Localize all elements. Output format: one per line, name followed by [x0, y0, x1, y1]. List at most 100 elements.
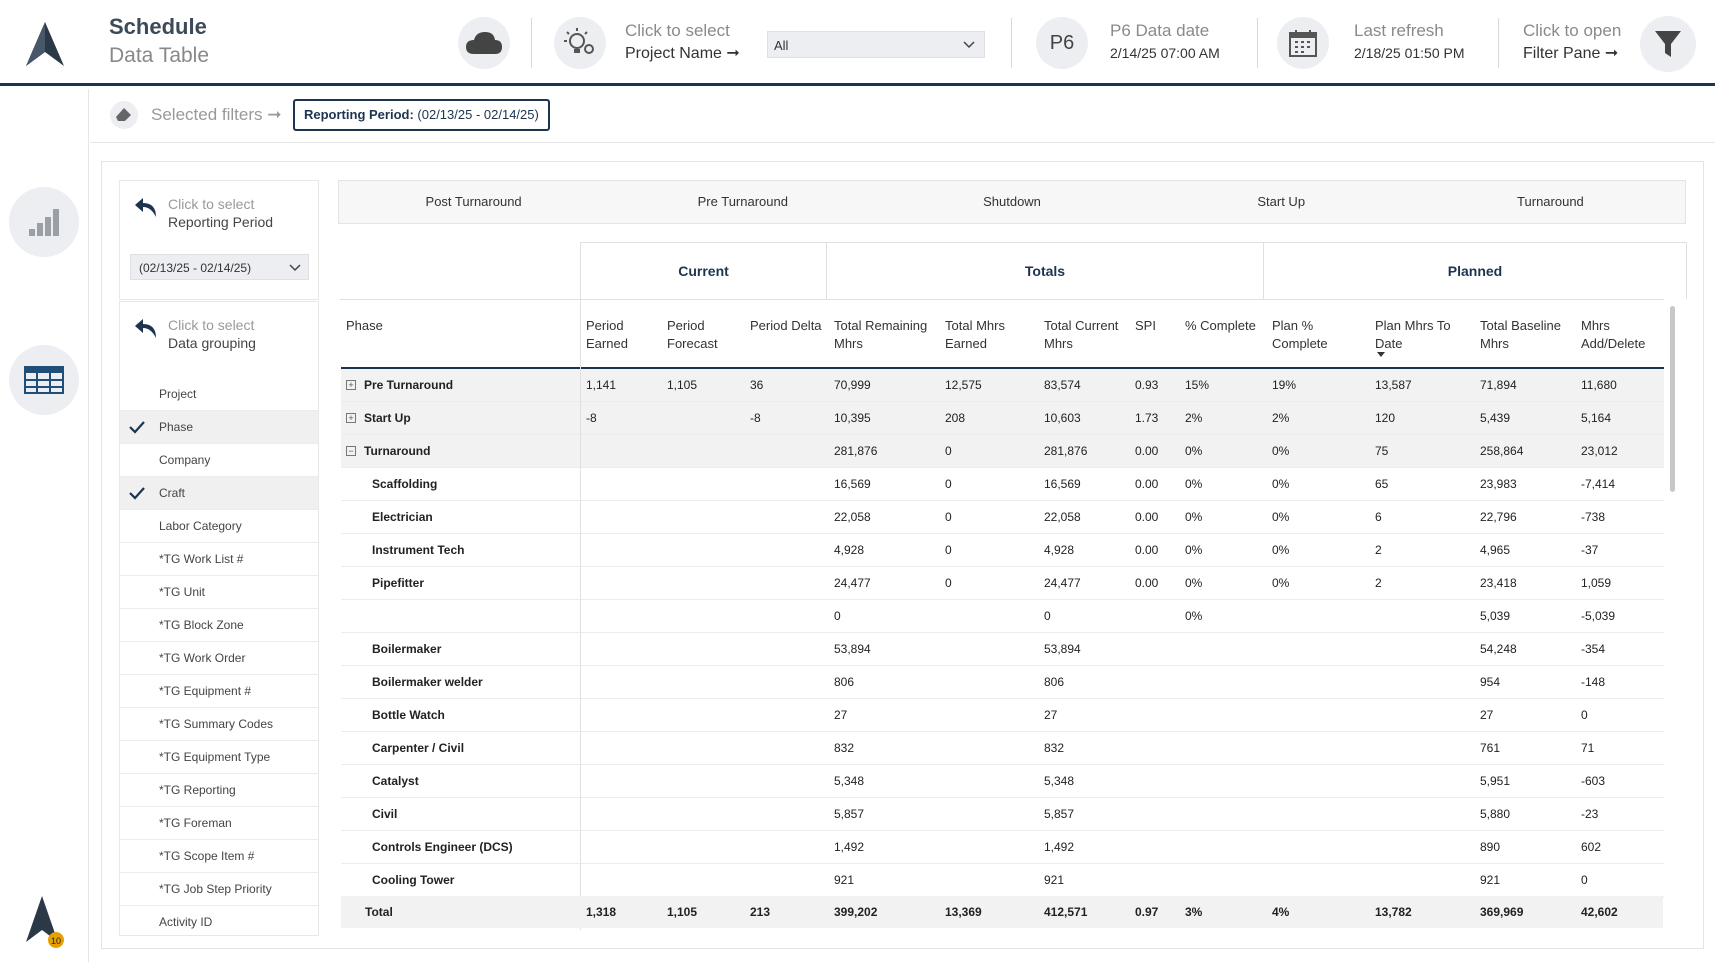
- column-header[interactable]: Plan Mhrs To Date: [1375, 317, 1451, 353]
- table-cell: 0%: [1185, 609, 1203, 623]
- column-header[interactable]: Total Mhrs Earned: [945, 317, 1005, 353]
- grouping-option[interactable]: *TG Block Zone: [120, 609, 318, 642]
- column-header[interactable]: Mhrs Add/Delete: [1581, 317, 1645, 353]
- table-row[interactable]: Boilermaker 53,894 53,894 54,248 -354: [341, 633, 1664, 666]
- grouping-option[interactable]: *TG Work Order: [120, 642, 318, 675]
- table-cell: -8: [750, 411, 761, 425]
- table-row[interactable]: Electrician 22,058 0 22,058 0.00 0% 0% 6 22,796 -…: [341, 501, 1664, 534]
- table-row[interactable]: 0 0 0% 5,039 -5,039: [341, 600, 1664, 633]
- table-group-row[interactable]: + Start Up -8 -8 10,395 208 10,603 1.73 2% 2% 120 5…: [341, 402, 1664, 435]
- group-header-current: Current: [580, 242, 827, 299]
- grouping-option[interactable]: Project: [120, 378, 318, 411]
- collapse-icon[interactable]: −: [346, 446, 356, 456]
- grouping-option-label: *TG Scope Item #: [159, 849, 255, 863]
- grouping-option[interactable]: *TG Scope Item #: [120, 840, 318, 873]
- column-header[interactable]: Plan % Complete: [1272, 317, 1328, 353]
- column-header[interactable]: Total Baseline Mhrs: [1480, 317, 1561, 353]
- tab-pre-turnaround[interactable]: Pre Turnaround: [697, 194, 788, 209]
- clear-filters-button[interactable]: [110, 101, 138, 129]
- grouping-option[interactable]: *TG Work List #: [120, 543, 318, 576]
- grouping-option[interactable]: *TG Job Step Priority: [120, 873, 318, 906]
- table-cell: 53,894: [834, 642, 871, 656]
- table-row[interactable]: Catalyst 5,348 5,348 5,951 -603: [341, 765, 1664, 798]
- project-name-dropdown[interactable]: All: [767, 31, 985, 58]
- filter-pane-button[interactable]: [1640, 16, 1696, 72]
- reporting-period-filter-chip[interactable]: Reporting Period: (02/13/25 - 02/14/25): [293, 99, 550, 131]
- column-header-line: Earned: [945, 336, 987, 351]
- row-label: Boilermaker: [372, 642, 442, 656]
- column-header[interactable]: SPI: [1135, 317, 1156, 335]
- table-cell: 54,248: [1480, 642, 1517, 656]
- table-cell: 13,587: [1375, 378, 1412, 392]
- p6-date-label: P6 Data date: [1110, 21, 1210, 40]
- column-header[interactable]: Total Current Mhrs: [1044, 317, 1118, 353]
- table-row[interactable]: Civil 5,857 5,857 5,880 -23: [341, 798, 1664, 831]
- table-cell: 0%: [1185, 510, 1203, 524]
- tab-turnaround[interactable]: Turnaround: [1517, 194, 1584, 209]
- table-cell: 2: [1375, 576, 1382, 590]
- table-cell: 0: [945, 444, 952, 458]
- group-header-planned: Planned: [1263, 242, 1687, 299]
- tab-post-turnaround[interactable]: Post Turnaround: [425, 194, 522, 209]
- table-cell: 10,395: [834, 411, 871, 425]
- chevron-down-icon: [963, 41, 975, 49]
- total-cell: 0.97: [1135, 905, 1159, 919]
- grouping-option[interactable]: *TG Equipment Type: [120, 741, 318, 774]
- nav-table-button[interactable]: [9, 345, 79, 415]
- table-group-row[interactable]: + Pre Turnaround 1,141 1,105 36 70,999 12,575 8…: [341, 369, 1664, 402]
- table-cell: 4,928: [834, 543, 865, 557]
- table-row[interactable]: Boilermaker welder 806 806 954 -148: [341, 666, 1664, 699]
- filter-label: Filter Pane ➞: [1523, 45, 1619, 62]
- table-cell: 0.93: [1135, 378, 1159, 392]
- reporting-period-dropdown[interactable]: (02/13/25 - 02/14/25): [130, 254, 309, 280]
- column-header[interactable]: Period Delta: [750, 317, 822, 335]
- lightbulb-gear-icon: [564, 28, 594, 54]
- expand-icon[interactable]: +: [346, 380, 356, 390]
- grouping-option[interactable]: Craft: [120, 477, 318, 510]
- row-label: Boilermaker welder: [372, 675, 483, 689]
- cloud-button[interactable]: [458, 17, 510, 69]
- grouping-option[interactable]: *TG Reporting: [120, 774, 318, 807]
- data-grouping-header[interactable]: Click to select Data grouping: [134, 316, 256, 352]
- table-cell: 0: [1581, 873, 1588, 887]
- table-row[interactable]: Carpenter / Civil 832 832 761 71: [341, 732, 1664, 765]
- header-divider: [1498, 18, 1499, 68]
- reporting-period-header[interactable]: Click to select Reporting Period: [134, 195, 273, 231]
- table-scrollbar[interactable]: [1670, 306, 1675, 492]
- grouping-option[interactable]: Labor Category: [120, 510, 318, 543]
- expand-icon[interactable]: +: [346, 413, 356, 423]
- grouping-option[interactable]: Activity ID: [120, 906, 318, 935]
- table-row[interactable]: Scaffolding 16,569 0 16,569 0.00 0% 0% 65 23,983…: [341, 468, 1664, 501]
- grouping-option[interactable]: Phase: [120, 411, 318, 444]
- table-row[interactable]: Controls Engineer (DCS) 1,492 1,492 890 602: [341, 831, 1664, 864]
- table-cell: 24,477: [834, 576, 871, 590]
- project-name-label[interactable]: Click to select Project Name ➞: [625, 19, 740, 65]
- table-row[interactable]: Instrument Tech 4,928 0 4,928 0.00 0% 0% 2 4,965…: [341, 534, 1664, 567]
- nav-charts-button[interactable]: [9, 187, 79, 257]
- table-row[interactable]: Cooling Tower 921 921 921 0: [341, 864, 1664, 897]
- table-group-row[interactable]: − Turnaround 281,876 0 281,876 0.00 0% 0% 75 258,…: [341, 435, 1664, 468]
- table-cell: 4,928: [1044, 543, 1075, 557]
- table-row[interactable]: Bottle Watch 27 27 27 0: [341, 699, 1664, 732]
- column-header[interactable]: Period Earned: [586, 317, 628, 353]
- column-header[interactable]: Total Remaining Mhrs: [834, 317, 927, 353]
- tab-start-up[interactable]: Start Up: [1257, 194, 1306, 209]
- column-header[interactable]: Phase: [346, 317, 383, 335]
- table-cell: 0: [945, 477, 952, 491]
- open-filter-pane-label[interactable]: Click to open Filter Pane ➞: [1523, 19, 1621, 65]
- grouping-option[interactable]: *TG Unit: [120, 576, 318, 609]
- grouping-option[interactable]: Company: [120, 444, 318, 477]
- grouping-option[interactable]: *TG Summary Codes: [120, 708, 318, 741]
- sort-descending-icon[interactable]: [1377, 352, 1385, 357]
- grouping-option[interactable]: *TG Foreman: [120, 807, 318, 840]
- table-cell: 71,894: [1480, 378, 1517, 392]
- table-row[interactable]: Pipefitter 24,477 0 24,477 0.00 0% 0% 2 23,418 1,…: [341, 567, 1664, 600]
- table-cell: 0.00: [1135, 444, 1159, 458]
- column-header[interactable]: Period Forecast: [667, 317, 718, 353]
- project-select-button[interactable]: [554, 17, 606, 69]
- tab-shutdown[interactable]: Shutdown: [983, 194, 1041, 209]
- grouping-option[interactable]: *TG Equipment #: [120, 675, 318, 708]
- checkmark-icon: [129, 487, 145, 500]
- table-cell: 11,680: [1581, 378, 1617, 392]
- column-header[interactable]: % Complete: [1185, 317, 1256, 335]
